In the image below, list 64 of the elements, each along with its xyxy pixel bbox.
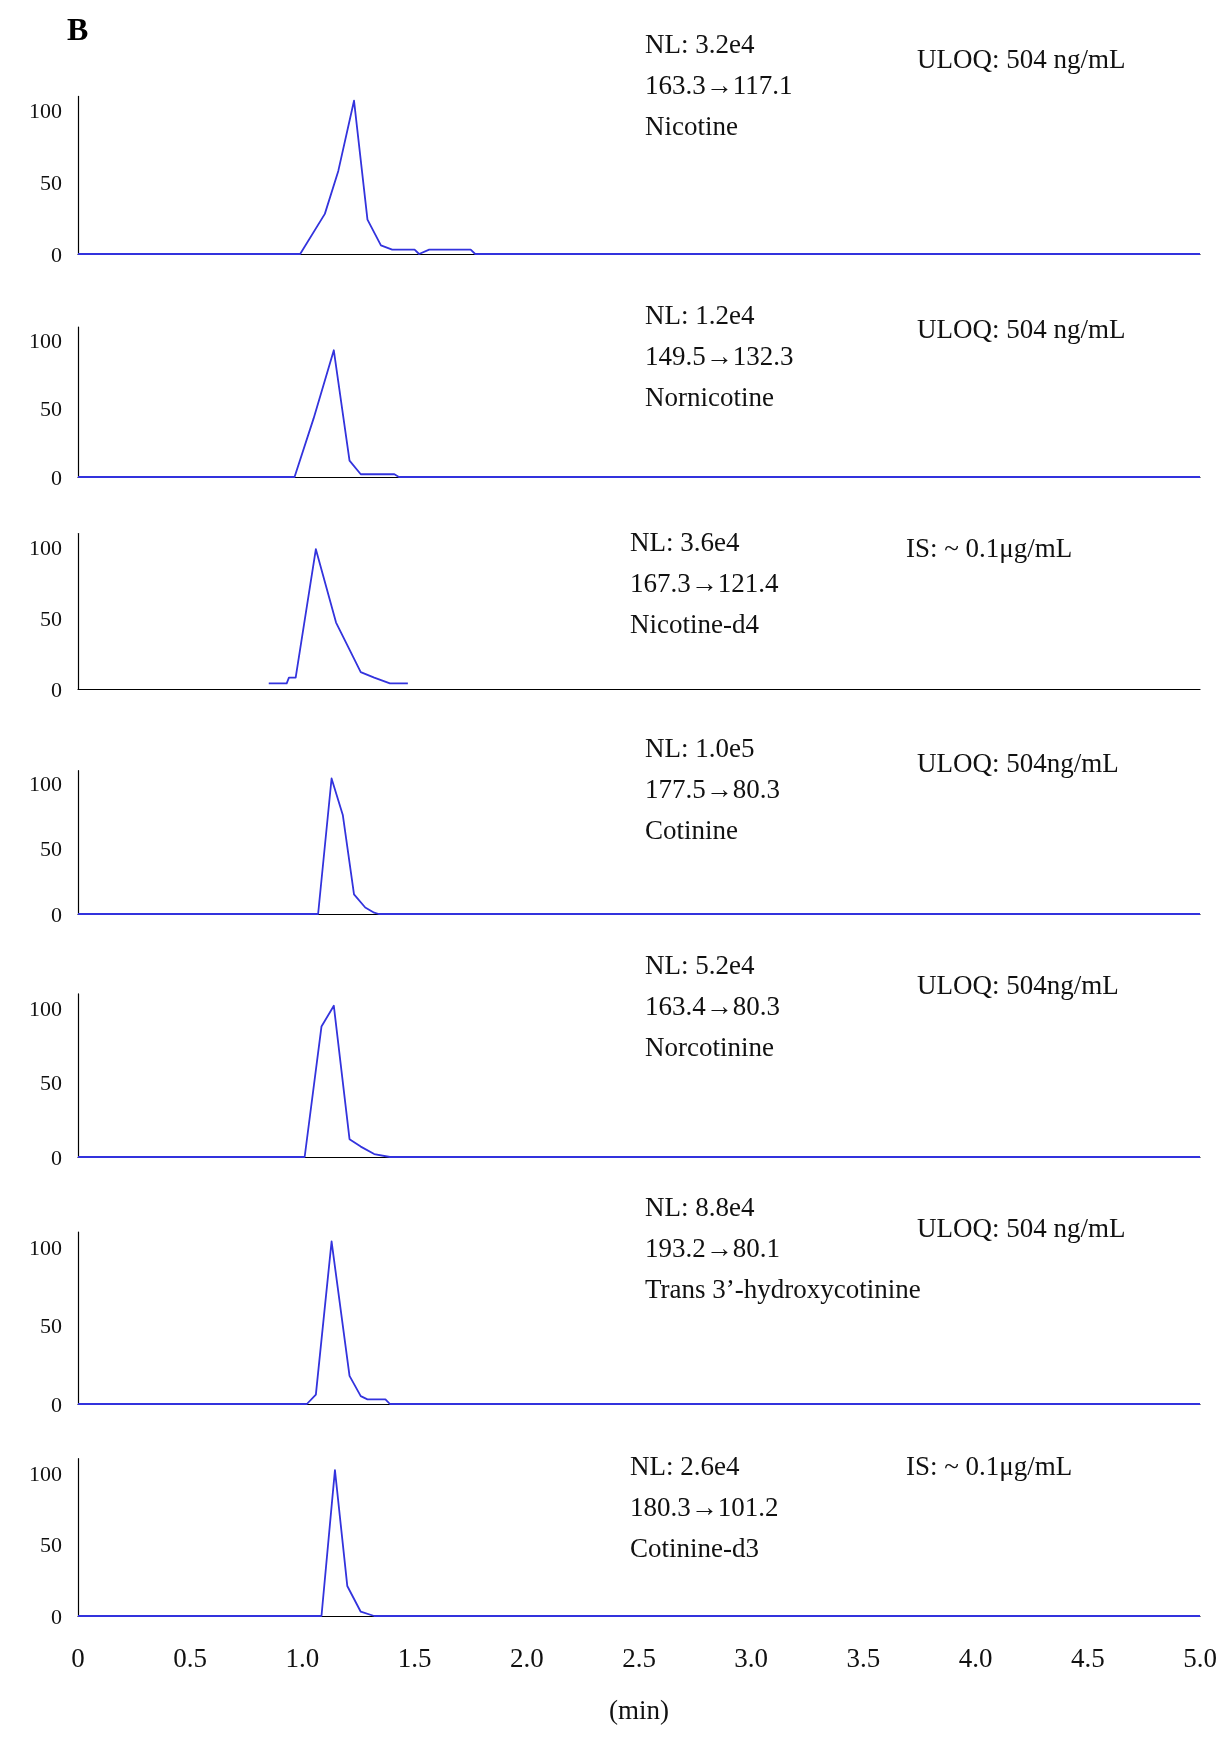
annotation: IS: ~ 0.1μg/mL: [906, 1451, 1073, 1481]
text: NL: 8.8e4: [645, 1192, 755, 1222]
text: NL: 5.2e4: [645, 950, 755, 980]
y-tick-label: 50: [40, 1532, 62, 1557]
line-series: [267, 548, 409, 685]
x-axis-title: (min): [609, 1694, 669, 1725]
annotation: Cotinine: [645, 815, 739, 845]
annotation: 177.5→80.3: [645, 774, 780, 804]
y-tick-label: 100: [29, 771, 62, 797]
annotation: ULOQ: 504 ng/mL: [917, 314, 1126, 344]
x-tick-label: 1.5: [397, 1642, 432, 1673]
y-tick-label: 100: [29, 1235, 62, 1261]
annotation: 163.4→80.3: [645, 991, 780, 1021]
y-tick-label: 50: [40, 836, 62, 862]
annotation: NL: 3.6e4: [630, 527, 740, 557]
annotation: IS: ~ 0.1μg/mL: [906, 533, 1073, 563]
text: NL: 3.2e4: [645, 29, 755, 59]
x-tick-label: 0.5: [173, 1642, 208, 1673]
line-series: [77, 99, 1201, 255]
annotation: Nicotine: [645, 111, 738, 141]
annotation: 180.3→101.2: [630, 1492, 779, 1522]
annotation: ULOQ: 504ng/mL: [917, 748, 1119, 778]
y-tick-label: 100: [29, 535, 62, 561]
annotation: Nornicotine: [645, 382, 774, 412]
y-tick-label: 100: [29, 98, 62, 124]
annotation: NL: 1.2e4: [645, 300, 755, 330]
annotation: NL: 2.6e4: [630, 1451, 740, 1481]
annotation: Norcotinine: [645, 1032, 774, 1062]
annotation: Nicotine-d4: [630, 609, 760, 639]
annotation: 163.3→117.1: [645, 70, 793, 100]
y-tick-label: 0: [51, 1391, 62, 1417]
x-tick-label: 3.0: [734, 1642, 769, 1673]
chart-title: B: [67, 11, 89, 47]
y-tick-label: 50: [40, 169, 62, 195]
x-tick-label: 4.5: [1070, 1642, 1105, 1673]
y-tick-label: 100: [29, 328, 62, 354]
annotation: Trans 3’-hydroxycotinine: [645, 1274, 921, 1304]
y-tick-label: 0: [51, 1603, 62, 1629]
x-tick-label: 5.0: [1183, 1642, 1217, 1673]
annotation: 193.2→80.1: [645, 1233, 780, 1263]
annotation: ULOQ: 504 ng/mL: [917, 1213, 1126, 1243]
x-tick-label: 2.0: [509, 1642, 544, 1673]
x-tick-label: 2.5: [622, 1642, 656, 1673]
y-tick-label: 0: [51, 1144, 62, 1170]
y-tick-label: 50: [40, 1070, 62, 1096]
y-tick-label: 50: [40, 605, 62, 631]
x-tick-label: 1.0: [285, 1642, 320, 1673]
x-tick-label: 0: [71, 1642, 85, 1673]
y-tick-label: 0: [51, 241, 62, 267]
text: NL: 1.0e5: [645, 733, 755, 763]
y-tick-label: 50: [40, 1313, 62, 1339]
x-tick-label: 4.0: [958, 1642, 993, 1673]
y-tick-label: 100: [29, 1460, 62, 1486]
y-tick-label: 0: [51, 676, 62, 702]
text: ULOQ: 504 ng/mL: [917, 44, 1126, 74]
annotation: 167.3→121.4: [630, 568, 779, 598]
y-tick-label: 50: [40, 396, 62, 422]
annotation: ULOQ: 504ng/mL: [917, 970, 1119, 1000]
y-tick-label: 100: [29, 996, 62, 1022]
y-tick-label: 0: [51, 464, 62, 490]
annotation: Cotinine-d3: [630, 1533, 759, 1563]
y-tick-label: 0: [51, 901, 62, 927]
x-tick-label: 3.5: [846, 1642, 881, 1673]
annotation: 149.5→132.3: [645, 341, 794, 371]
